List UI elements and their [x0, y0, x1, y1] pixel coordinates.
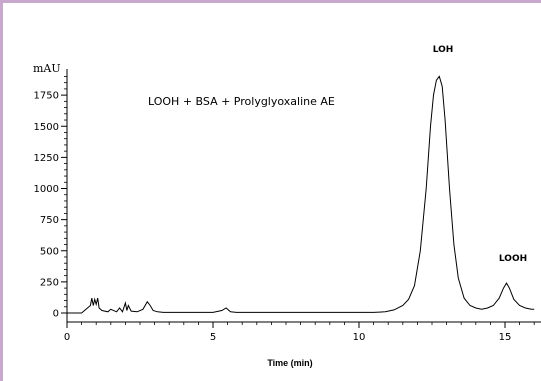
y-tick-label: 750 — [40, 215, 59, 226]
x-tick-label: 0 — [64, 332, 70, 343]
x-axis-title: Time (min) — [267, 358, 312, 368]
y-tick-label: 250 — [40, 277, 59, 288]
x-tick-label: 5 — [210, 332, 216, 343]
chromatogram-trace — [67, 75, 535, 314]
axes — [66, 69, 541, 323]
y-tick-label: 1500 — [34, 122, 59, 133]
y-tick-label: 500 — [40, 246, 59, 257]
y-tick-label: 1250 — [34, 153, 59, 164]
y-tick-label: 1000 — [34, 184, 59, 195]
y-tick-label: 1750 — [34, 91, 59, 102]
x-tick-label: 10 — [353, 332, 366, 343]
x-tick-label: 15 — [499, 332, 512, 343]
peak-label-looh: LOOH — [499, 254, 527, 264]
peak-label-loh: LOH — [433, 45, 454, 55]
y-tick-label: 0 — [53, 309, 59, 320]
chart-annotation: LOOH + BSA + Prolyglyoxaline AE — [148, 95, 335, 108]
y-axis-unit-label: mAU — [33, 62, 61, 75]
ticks: 0 250 500 750 1000 1250 1500 1750 0 5 10 15 — [34, 76, 535, 343]
